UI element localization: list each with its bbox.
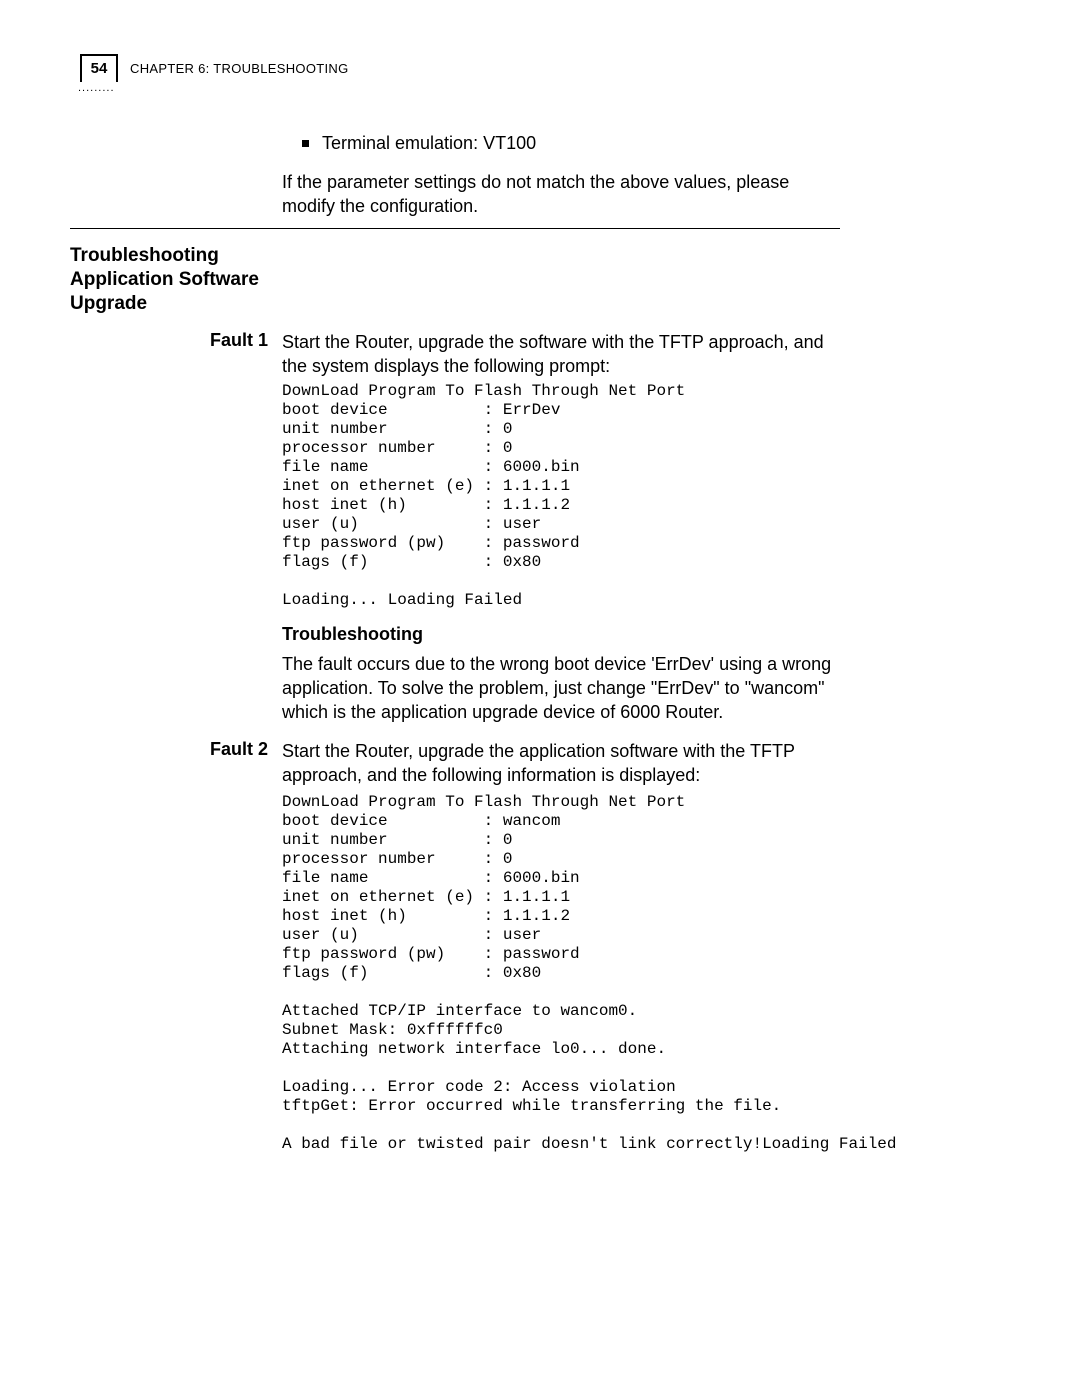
page-number: 54 [91, 60, 108, 77]
intro-paragraph: If the parameter settings do not match t… [282, 170, 842, 218]
bullet-square-icon [302, 140, 309, 147]
fault2-paragraph: Start the Router, upgrade the applicatio… [282, 739, 842, 787]
section-title: Troubleshooting Application Software Upg… [70, 244, 270, 316]
fault1-troubleshoot-heading: Troubleshooting [282, 624, 423, 645]
fault2-label: Fault 2 [200, 739, 268, 760]
chapter-label-text: CHAPTER 6: TROUBLESHOOTING [130, 61, 349, 76]
fault2-code-block: DownLoad Program To Flash Through Net Po… [282, 793, 897, 1154]
bullet-text: Terminal emulation: VT100 [322, 131, 536, 155]
page: 54 CHAPTER 6: TROUBLESHOOTING ......... … [0, 0, 1080, 1397]
fault1-code-block: DownLoad Program To Flash Through Net Po… [282, 382, 685, 610]
fault1-paragraph: Start the Router, upgrade the software w… [282, 330, 842, 378]
header-dots: ......... [78, 82, 115, 94]
page-number-box: 54 [80, 54, 118, 82]
chapter-label: CHAPTER 6: TROUBLESHOOTING [130, 61, 349, 76]
fault1-troubleshoot-paragraph: The fault occurs due to the wrong boot d… [282, 652, 842, 724]
fault1-label: Fault 1 [200, 330, 268, 351]
section-rule [70, 228, 840, 229]
